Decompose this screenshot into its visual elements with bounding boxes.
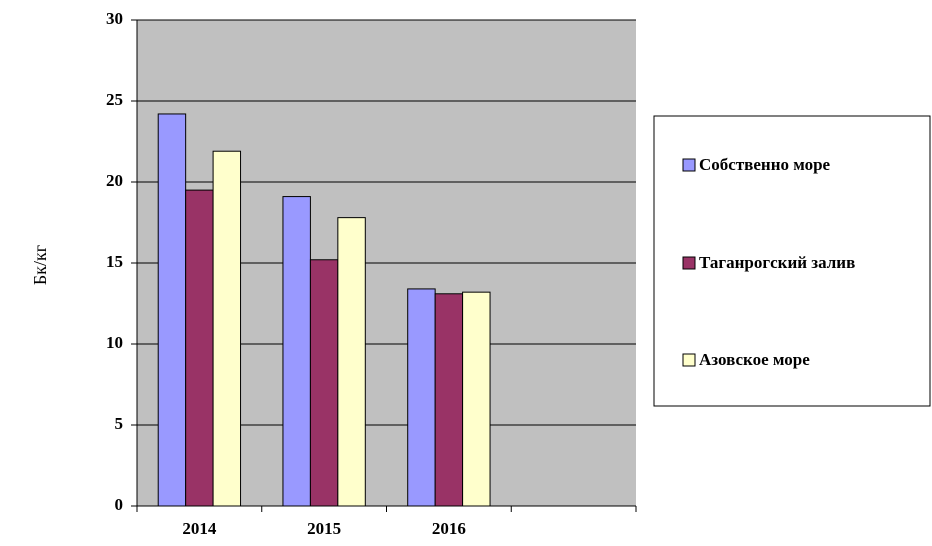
bar bbox=[212, 150, 242, 507]
legend-label: Таганрогский залив bbox=[699, 253, 855, 272]
y-tick-label: 5 bbox=[115, 414, 124, 433]
y-tick-label: 15 bbox=[106, 252, 123, 271]
bar bbox=[462, 291, 491, 507]
bar bbox=[434, 293, 464, 507]
y-tick-label: 30 bbox=[106, 9, 123, 28]
y-tick-label: 20 bbox=[106, 171, 123, 190]
y-tick-label: 0 bbox=[115, 495, 124, 514]
legend-box bbox=[653, 115, 931, 407]
x-tick-label: 2016 bbox=[432, 519, 466, 538]
bar bbox=[282, 196, 311, 507]
legend-swatch bbox=[682, 158, 696, 172]
y-axis-ticks: 0 5 10 15 20 25 30 bbox=[106, 9, 137, 514]
y-tick-label: 25 bbox=[106, 90, 123, 109]
bar bbox=[407, 288, 436, 507]
x-tick-label: 2015 bbox=[307, 519, 341, 538]
legend-label: Собственно море bbox=[699, 155, 831, 174]
x-axis-ticks: 2014 2015 2016 bbox=[136, 506, 637, 538]
legend-swatch bbox=[682, 256, 696, 270]
bar bbox=[337, 217, 366, 507]
bar bbox=[185, 189, 214, 507]
bars bbox=[157, 113, 491, 507]
bar bbox=[309, 259, 339, 507]
bar bbox=[157, 113, 187, 507]
legend-label: Азовское море bbox=[699, 350, 810, 369]
legend: Собственно море Таганрогский залив Азовско… bbox=[653, 115, 931, 407]
x-tick-label: 2014 bbox=[182, 519, 217, 538]
y-axis-title: Бк/кг bbox=[30, 245, 50, 285]
y-tick-label: 10 bbox=[106, 333, 123, 352]
legend-swatch bbox=[682, 353, 696, 367]
